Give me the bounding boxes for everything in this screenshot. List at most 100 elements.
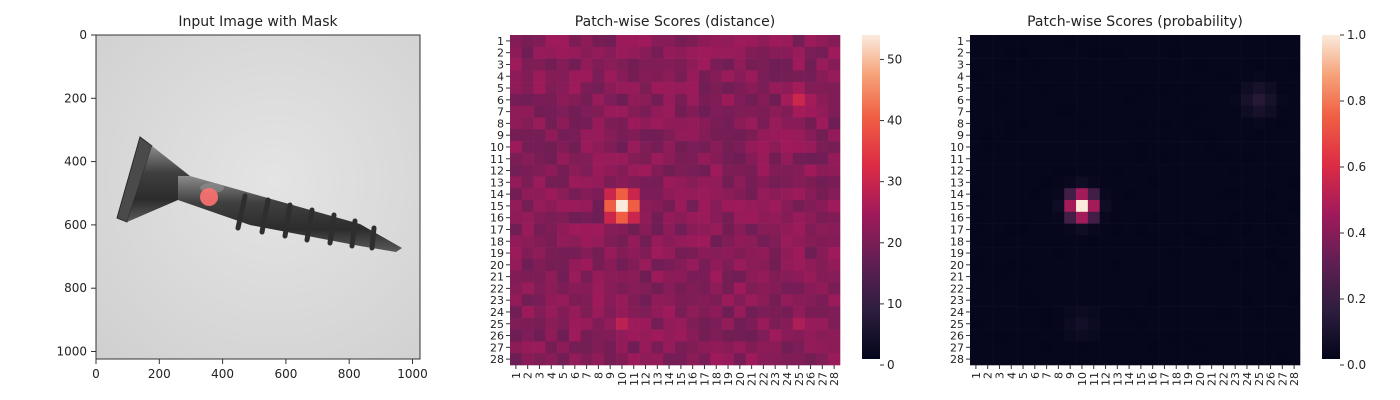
heatmap-cell: [651, 129, 664, 142]
heatmap-cell: [828, 58, 841, 71]
heatmap-cell: [722, 46, 735, 59]
heatmap-cell: [580, 93, 593, 107]
heatmap-cell: [592, 93, 605, 107]
heatmap-cell: [686, 247, 699, 260]
heatmap-cell: [592, 235, 605, 248]
row-tick-label: 13: [950, 176, 964, 189]
heatmap-cell: [521, 93, 534, 107]
heatmap-cell: [1264, 129, 1277, 142]
col-tick-label: 20: [734, 372, 747, 386]
heatmap-cell: [745, 141, 758, 154]
heatmap-cell: [1064, 176, 1077, 189]
heatmap-cell: [745, 105, 758, 118]
heatmap-cell: [1193, 341, 1207, 354]
heatmap-cell: [710, 117, 723, 130]
heatmap-cell: [781, 329, 794, 342]
heatmap-cell: [828, 200, 841, 213]
heatmap-cell: [745, 70, 758, 83]
heatmap-cell: [698, 235, 711, 248]
heatmap-cell: [1158, 129, 1171, 142]
heatmap-cell: [733, 200, 747, 213]
heatmap-cell: [663, 247, 676, 260]
heatmap-cell: [757, 188, 770, 201]
col-tick-label: 19: [722, 372, 735, 386]
heatmap-cell: [1146, 341, 1159, 354]
heatmap-cell: [1111, 46, 1124, 59]
heatmap-cell: [816, 223, 829, 236]
heatmap-cell: [651, 282, 664, 295]
heatmap-cell: [710, 306, 723, 319]
heatmap-cell: [781, 58, 794, 71]
panel-probability-heatmap: Patch-wise Scores (probability) 11223344…: [950, 14, 1366, 386]
heatmap-cell: [604, 188, 617, 201]
heatmap-cell: [533, 353, 546, 366]
col-tick-label: 11: [628, 372, 641, 386]
heatmap-cell: [627, 329, 640, 342]
heatmap-cell: [981, 141, 994, 154]
heatmap-cell: [604, 317, 617, 330]
heatmap-cell: [1146, 164, 1159, 177]
heatmap-cell: [1252, 58, 1265, 71]
heatmap-cell: [604, 141, 617, 154]
heatmap-cell: [745, 82, 758, 95]
heatmap-cell: [580, 282, 593, 295]
heatmap-cell: [545, 211, 558, 224]
heatmap-cell: [1028, 164, 1042, 177]
col-tick-label: 1: [510, 372, 523, 379]
heatmap-cell: [580, 164, 593, 177]
heatmap-cell: [675, 35, 688, 48]
heatmap-cell: [521, 258, 534, 272]
heatmap-cell: [1241, 46, 1254, 59]
heatmap-cell: [663, 105, 676, 118]
heatmap-cell: [568, 105, 582, 118]
heatmap-cell: [545, 176, 558, 189]
heatmap-cell: [1170, 35, 1183, 48]
heatmap-cell: [769, 317, 782, 330]
heatmap-cell: [816, 58, 829, 71]
x-tick-label: 1000: [397, 367, 428, 381]
heatmap-cell: [533, 294, 546, 307]
heatmap-cell: [510, 58, 523, 71]
heatmap-cell: [1252, 247, 1265, 260]
heatmap-cell: [1264, 329, 1277, 342]
row-tick-label: 9: [957, 129, 964, 142]
heatmap-cell: [1170, 117, 1183, 130]
heatmap-cell: [1264, 82, 1277, 95]
heatmap-cell: [1135, 105, 1148, 118]
heatmap-cell: [993, 93, 1006, 107]
heatmap-cell: [722, 70, 735, 83]
heatmap-cell: [1182, 329, 1195, 342]
probability-heatmap-axes: 1122334455667788991010111112121313141415…: [950, 35, 1301, 386]
heatmap-cell: [675, 294, 688, 307]
heatmap-cell: [1135, 141, 1148, 154]
colorbar-tick-label: 0.2: [1347, 292, 1366, 306]
heatmap-cell: [816, 176, 829, 189]
heatmap-cell: [1241, 353, 1254, 366]
heatmap-cell: [757, 200, 770, 213]
heatmap-cell: [1064, 223, 1077, 236]
heatmap-cell: [733, 141, 747, 154]
heatmap-cell: [993, 294, 1006, 307]
heatmap-cell: [1052, 306, 1065, 319]
heatmap-cell: [545, 129, 558, 142]
heatmap-cell: [1052, 258, 1065, 272]
y-tick-label: 0: [79, 28, 87, 42]
heatmap-cell: [663, 164, 676, 177]
row-tick-label: 20: [490, 259, 504, 272]
heatmap-cell: [1076, 164, 1089, 177]
heatmap-cell: [1288, 306, 1301, 319]
heatmap-cell: [981, 129, 994, 142]
heatmap-cell: [545, 282, 558, 295]
col-tick-label: 17: [1158, 372, 1171, 386]
heatmap-cell: [1076, 129, 1089, 142]
heatmap-cell: [533, 188, 546, 201]
heatmap-cell: [1123, 235, 1136, 248]
heatmap-cell: [639, 294, 652, 307]
heatmap-cell: [1288, 58, 1301, 71]
heatmap-cell: [627, 294, 640, 307]
heatmap-cell: [1087, 223, 1100, 236]
heatmap-cell: [1111, 341, 1124, 354]
heatmap-cell: [733, 152, 747, 165]
heatmap-cell: [627, 223, 640, 236]
heatmap-cell: [710, 317, 723, 330]
